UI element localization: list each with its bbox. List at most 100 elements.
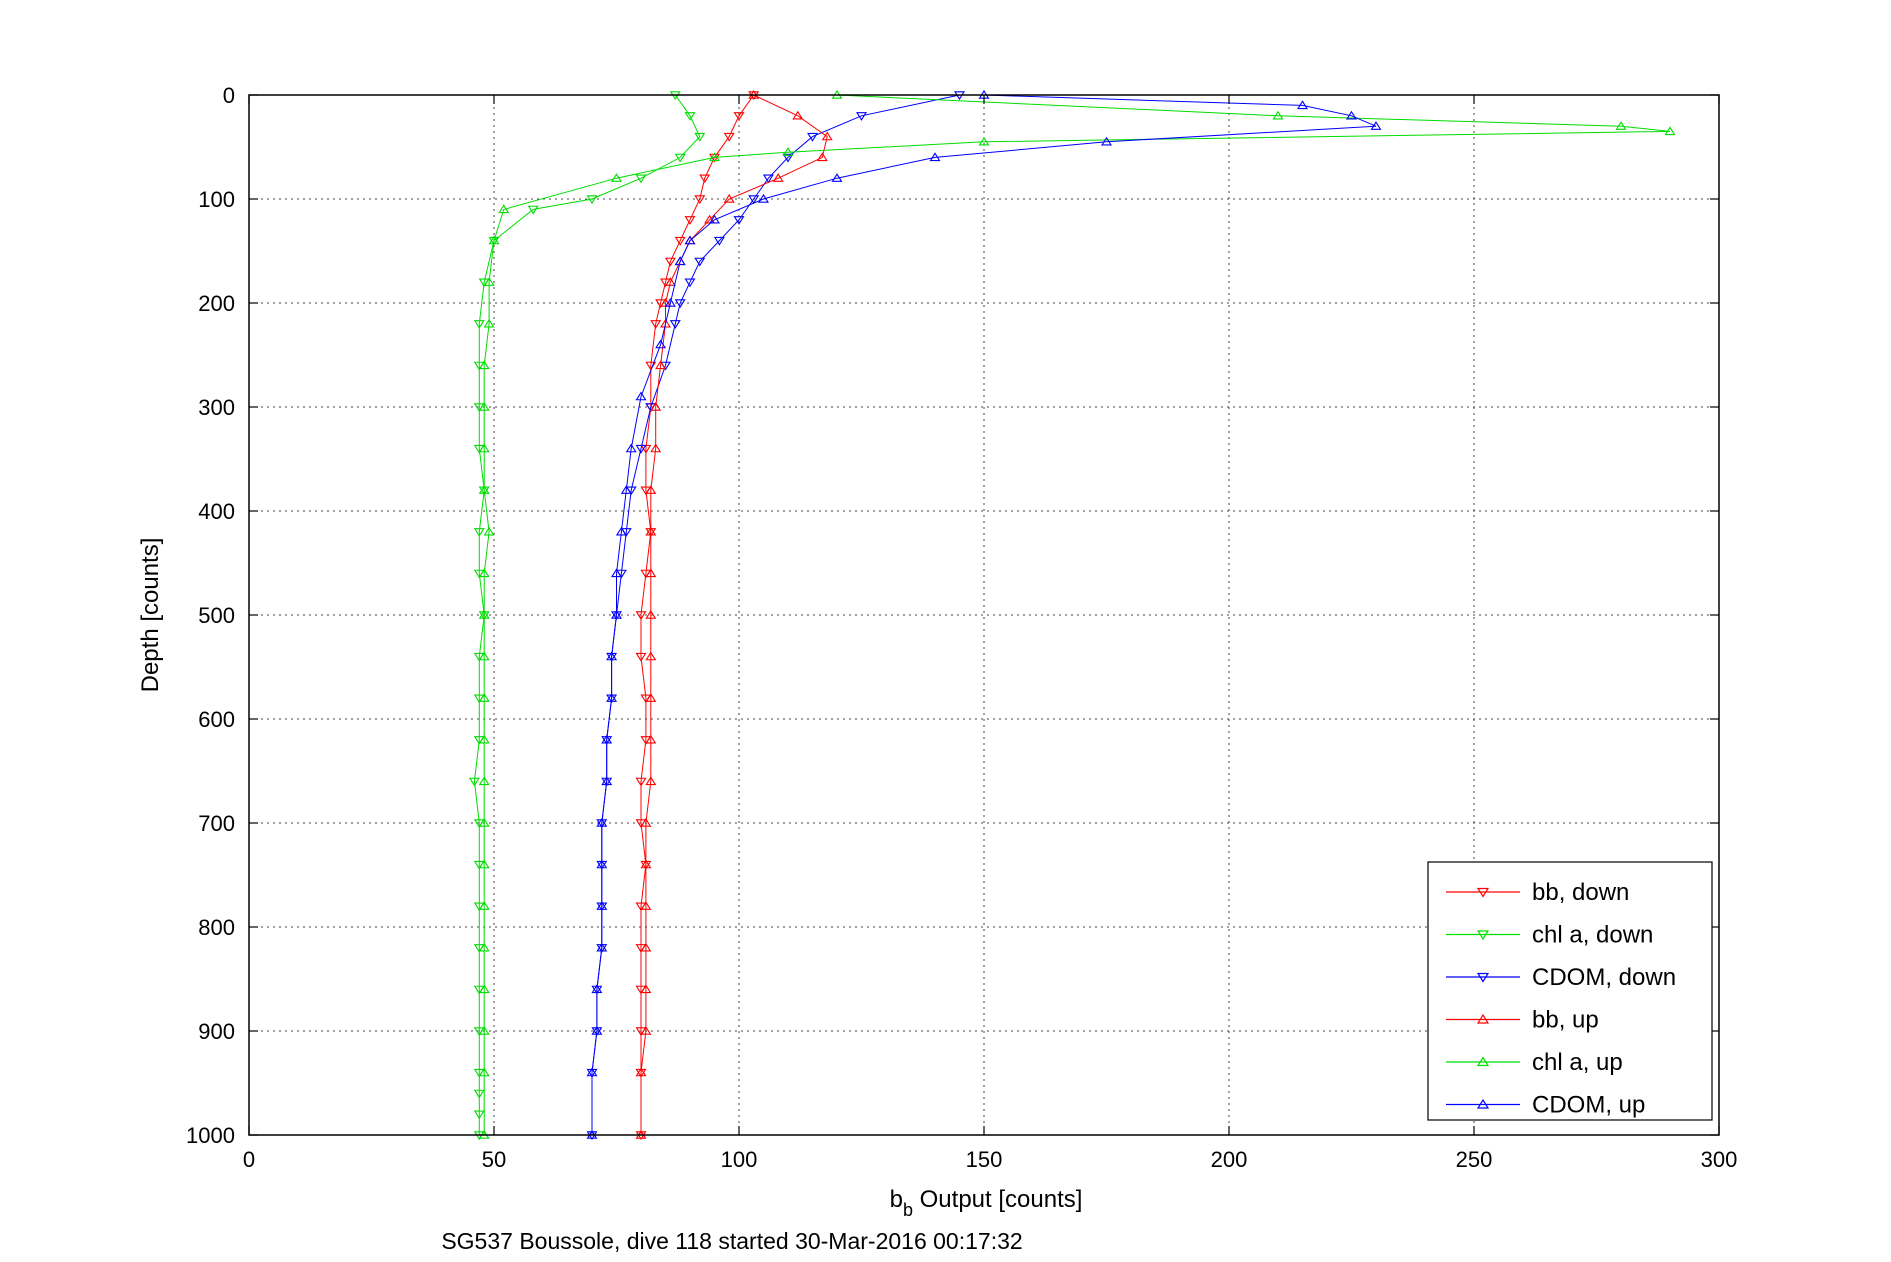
data-point xyxy=(596,901,608,910)
axis-ticks: 0 50 100 150 200 250 300 0 100 200 300 400 500 600 700… xyxy=(186,83,1737,1172)
y-tick-label: 600 xyxy=(198,707,235,732)
series-bb-up xyxy=(635,89,833,1139)
data-point xyxy=(591,1025,603,1035)
series-line xyxy=(483,94,1671,1135)
legend-label: CDOM, up xyxy=(1532,1092,1645,1119)
x-axis-title-subscript: b xyxy=(903,1200,913,1220)
data-point xyxy=(611,568,622,578)
data-point xyxy=(645,651,657,661)
data-point xyxy=(620,485,632,494)
data-point xyxy=(635,391,647,401)
y-tick-label: 300 xyxy=(198,395,235,420)
data-point xyxy=(674,153,686,163)
data-point xyxy=(674,256,686,266)
x-axis-title-main: b xyxy=(890,1186,903,1213)
data-point xyxy=(601,734,613,744)
data-point xyxy=(478,859,490,869)
data-point xyxy=(674,299,686,309)
data-point xyxy=(615,526,627,536)
data-point xyxy=(733,216,745,225)
x-tick-label: 100 xyxy=(721,1147,758,1172)
legend-entry: CDOM, down xyxy=(1446,964,1676,991)
series-bb-down xyxy=(635,91,760,1141)
data-point xyxy=(640,942,652,952)
data-point xyxy=(664,297,676,307)
y-tick-label: 200 xyxy=(198,291,235,316)
legend-marker-swatch xyxy=(1476,887,1490,898)
data-point xyxy=(635,444,647,454)
x-tick-label: 250 xyxy=(1456,1147,1493,1172)
data-point xyxy=(473,528,485,537)
data-point xyxy=(527,205,539,215)
data-point xyxy=(660,318,671,328)
data-point xyxy=(1346,110,1357,120)
data-point xyxy=(856,112,867,121)
data-point xyxy=(650,320,662,329)
data-point xyxy=(606,693,618,702)
data-point xyxy=(635,1067,647,1077)
y-tick-label: 0 xyxy=(223,83,235,108)
data-point xyxy=(723,193,735,203)
data-point xyxy=(762,174,774,184)
data-point xyxy=(655,339,667,349)
series-line xyxy=(640,94,755,1135)
data-point xyxy=(478,984,490,994)
x-tick-label: 300 xyxy=(1701,1147,1738,1172)
data-point xyxy=(978,136,990,146)
data-point xyxy=(586,195,598,205)
data-point xyxy=(483,318,495,328)
data-point xyxy=(586,1067,598,1077)
data-point xyxy=(655,360,667,370)
data-point xyxy=(807,132,818,142)
series-cdom-down xyxy=(586,91,965,1141)
data-point xyxy=(473,1089,485,1099)
data-point xyxy=(635,174,647,184)
data-point xyxy=(748,195,760,205)
data-point xyxy=(1272,110,1284,120)
data-point xyxy=(635,611,647,621)
data-point xyxy=(929,152,941,162)
legend: bb, down chl a, down CDOM, down bb, up chl a… xyxy=(1427,861,1713,1121)
legend-entry: chl a, up xyxy=(1446,1049,1623,1076)
y-tick-label: 700 xyxy=(198,811,235,836)
legend-label: chl a, up xyxy=(1532,1049,1623,1076)
legend-box xyxy=(1427,861,1713,1121)
x-tick-label: 50 xyxy=(482,1147,506,1172)
data-point xyxy=(478,609,490,619)
legend-marker-swatch xyxy=(1476,972,1490,983)
data-point xyxy=(782,147,794,156)
y-tick-label: 1000 xyxy=(186,1123,235,1148)
data-point xyxy=(478,693,490,702)
data-point xyxy=(478,942,490,952)
series-line xyxy=(640,94,828,1135)
data-point xyxy=(591,984,603,994)
y-tick-label: 100 xyxy=(198,187,235,212)
data-point xyxy=(782,153,794,163)
data-point xyxy=(611,173,622,182)
data-point xyxy=(483,526,495,536)
data-point xyxy=(478,568,490,578)
x-tick-label: 200 xyxy=(1211,1147,1248,1172)
data-point xyxy=(669,320,681,329)
data-point xyxy=(635,652,647,662)
y-tick-label: 800 xyxy=(198,915,235,940)
data-point xyxy=(1370,121,1382,130)
data-point xyxy=(684,278,696,288)
figure-caption: SG537 Boussole, dive 118 started 30-Mar-… xyxy=(441,1228,1022,1254)
data-point xyxy=(645,609,657,619)
data-point xyxy=(640,901,652,910)
data-point xyxy=(650,401,662,411)
legend-marker-swatch xyxy=(1476,1013,1490,1024)
data-point xyxy=(1297,100,1308,110)
data-point xyxy=(468,777,480,787)
x-axis-title-rest: Output [counts] xyxy=(913,1186,1082,1213)
data-point xyxy=(478,443,490,453)
data-point xyxy=(1615,121,1627,130)
data-point xyxy=(645,734,657,744)
data-point xyxy=(596,942,608,952)
data-point xyxy=(650,443,662,453)
y-tick-label: 400 xyxy=(198,499,235,524)
legend-entry: bb, down xyxy=(1446,879,1629,906)
legend-entry: chl a, down xyxy=(1446,922,1653,949)
